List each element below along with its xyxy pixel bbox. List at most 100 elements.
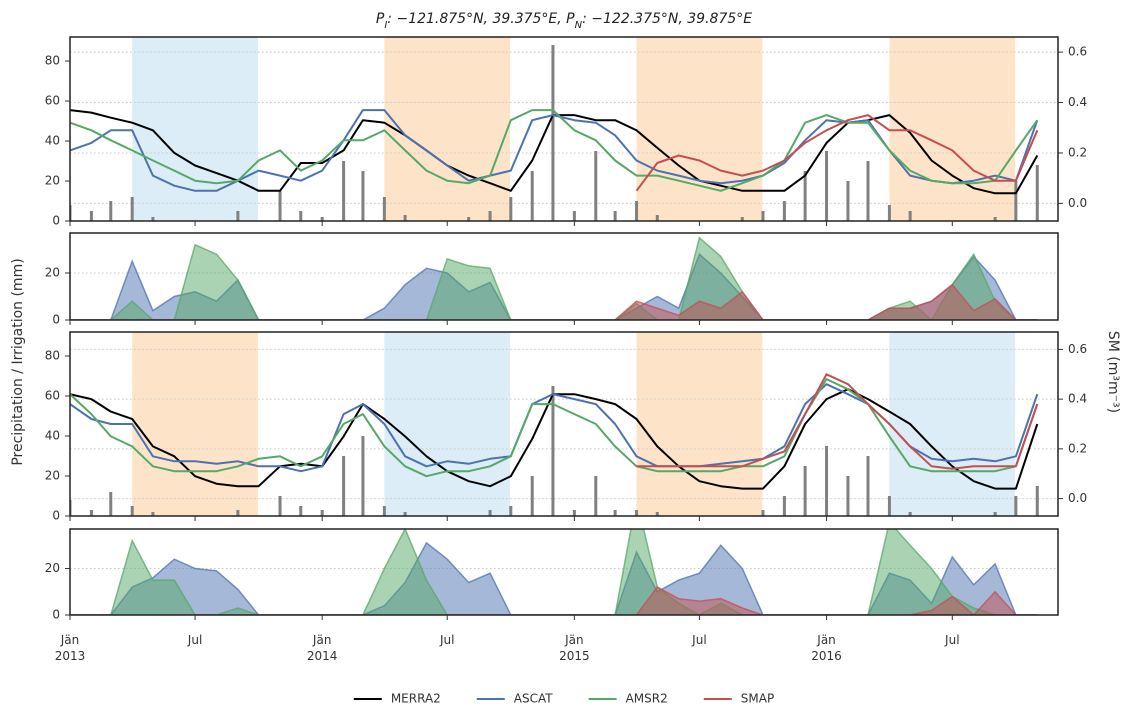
precipitation-bar xyxy=(530,476,534,516)
precipitation-bar xyxy=(1014,181,1018,221)
x-tick-label: Jän 2016 xyxy=(811,633,842,663)
x-tick-label: Jul xyxy=(439,633,454,647)
precipitation-bar xyxy=(151,217,155,221)
precipitation-bar xyxy=(846,476,850,516)
sm-line xyxy=(70,109,1039,192)
y-tick-label: 60 xyxy=(45,94,60,108)
precipitation-bar xyxy=(803,171,807,221)
y-tick-label: 0 xyxy=(52,313,60,327)
y2-tick-label: 0.6 xyxy=(1068,45,1087,59)
precipitation-bar xyxy=(803,466,807,516)
precipitation-bar xyxy=(403,215,407,221)
y-tick-label: 80 xyxy=(45,349,60,363)
x-tick-label: Jän 2014 xyxy=(307,633,338,663)
precipitation-bar xyxy=(278,191,282,221)
legend-item: MERRA2 xyxy=(353,692,441,706)
season-span xyxy=(384,37,511,221)
precipitation-bar xyxy=(361,171,365,221)
precipitation-bar xyxy=(551,45,555,221)
irrigation-line xyxy=(70,529,1038,615)
panel-frame xyxy=(69,36,1059,222)
y-tick-label: 20 xyxy=(45,174,60,188)
precipitation-bar xyxy=(509,197,513,221)
plot-area xyxy=(70,37,1058,221)
precipitation-bar xyxy=(613,211,617,221)
precipitation-bar xyxy=(782,496,786,516)
precipitation-bar xyxy=(320,510,324,516)
legend-item: SMAP xyxy=(703,692,774,706)
precipitation-bar xyxy=(130,506,134,516)
precipitation-bar xyxy=(89,510,93,516)
x-tick-label: Jul xyxy=(944,633,959,647)
precipitation-bar xyxy=(530,171,534,221)
season-span xyxy=(384,332,511,516)
precipitation-bar xyxy=(613,510,617,516)
y-tick-label: 20 xyxy=(45,561,60,575)
precipitation-bar xyxy=(342,161,346,221)
panel-frame xyxy=(69,331,1059,517)
precipitation-bar xyxy=(740,217,744,221)
precipitation-bar xyxy=(572,211,576,221)
precipitation-bar xyxy=(109,201,113,221)
y-axis-label: Precipitation / Irrigation (mm) xyxy=(10,258,26,465)
precipitation-bar xyxy=(761,510,765,516)
sm-line xyxy=(70,378,1039,478)
precipitation-bar xyxy=(825,151,829,221)
sm-line xyxy=(636,373,1039,470)
precipitation-bar xyxy=(761,211,765,221)
season-span xyxy=(132,332,258,516)
y2-tick-label: 0.4 xyxy=(1068,95,1087,109)
precipitation-bar xyxy=(1035,486,1039,516)
precipitation-bar xyxy=(866,161,870,221)
precipitation-bar xyxy=(1035,165,1039,221)
y2-axis-label: SM (m³m⁻³) xyxy=(1105,331,1121,413)
precipitation-bar xyxy=(908,512,912,516)
precipitation-bar xyxy=(130,197,134,221)
x-tick-label: Jul xyxy=(691,633,706,647)
precipitation-bar xyxy=(594,151,598,221)
sm-line xyxy=(635,114,1039,192)
precipitation-bar xyxy=(488,211,492,221)
y-tick-label: 0 xyxy=(52,509,60,523)
legend-label: SMAP xyxy=(741,692,774,706)
precipitation-bar xyxy=(655,215,659,221)
plot-area xyxy=(70,332,1058,516)
precipitation-bar xyxy=(846,181,850,221)
legend-label: MERRA2 xyxy=(391,692,441,706)
y-tick-label: 40 xyxy=(45,134,60,148)
y-tick-label: 60 xyxy=(45,389,60,403)
panel-frame xyxy=(69,232,1059,321)
precipitation-bar xyxy=(299,211,303,221)
precipitation-bar xyxy=(782,201,786,221)
irrigation-area xyxy=(70,587,1038,615)
precipitation-bar xyxy=(908,211,912,221)
legend-label: ASCAT xyxy=(514,692,553,706)
precipitation-bar xyxy=(382,506,386,516)
panel-frame xyxy=(69,528,1059,616)
precipitation-bar xyxy=(109,492,113,516)
y-tick-label: 0 xyxy=(52,608,60,622)
precipitation-bar xyxy=(467,217,471,221)
precipitation-bar xyxy=(488,510,492,516)
precipitation-bar xyxy=(89,211,93,221)
precipitation-bar xyxy=(655,512,659,516)
precipitation-bar xyxy=(635,510,639,516)
plot-area xyxy=(70,236,1058,320)
precipitation-bar xyxy=(151,512,155,516)
y2-tick-label: 0.2 xyxy=(1068,145,1087,159)
precipitation-bar xyxy=(361,436,365,516)
y-tick-label: 0 xyxy=(52,214,60,228)
precipitation-bar xyxy=(594,476,598,516)
precipitation-bar xyxy=(1014,496,1018,516)
precipitation-bar xyxy=(635,201,639,221)
precipitation-bar xyxy=(236,510,240,516)
chart-title: PI: −121.875°N, 39.375°E, PN: −122.375°N… xyxy=(376,11,752,31)
season-span xyxy=(636,332,763,516)
precipitation-bar xyxy=(509,506,513,516)
precipitation-bar xyxy=(866,456,870,516)
precipitation-bar xyxy=(236,211,240,221)
legend: MERRA2 ASCAT AMSR2 SMAP xyxy=(353,692,774,706)
y-tick-label: 80 xyxy=(45,54,60,68)
